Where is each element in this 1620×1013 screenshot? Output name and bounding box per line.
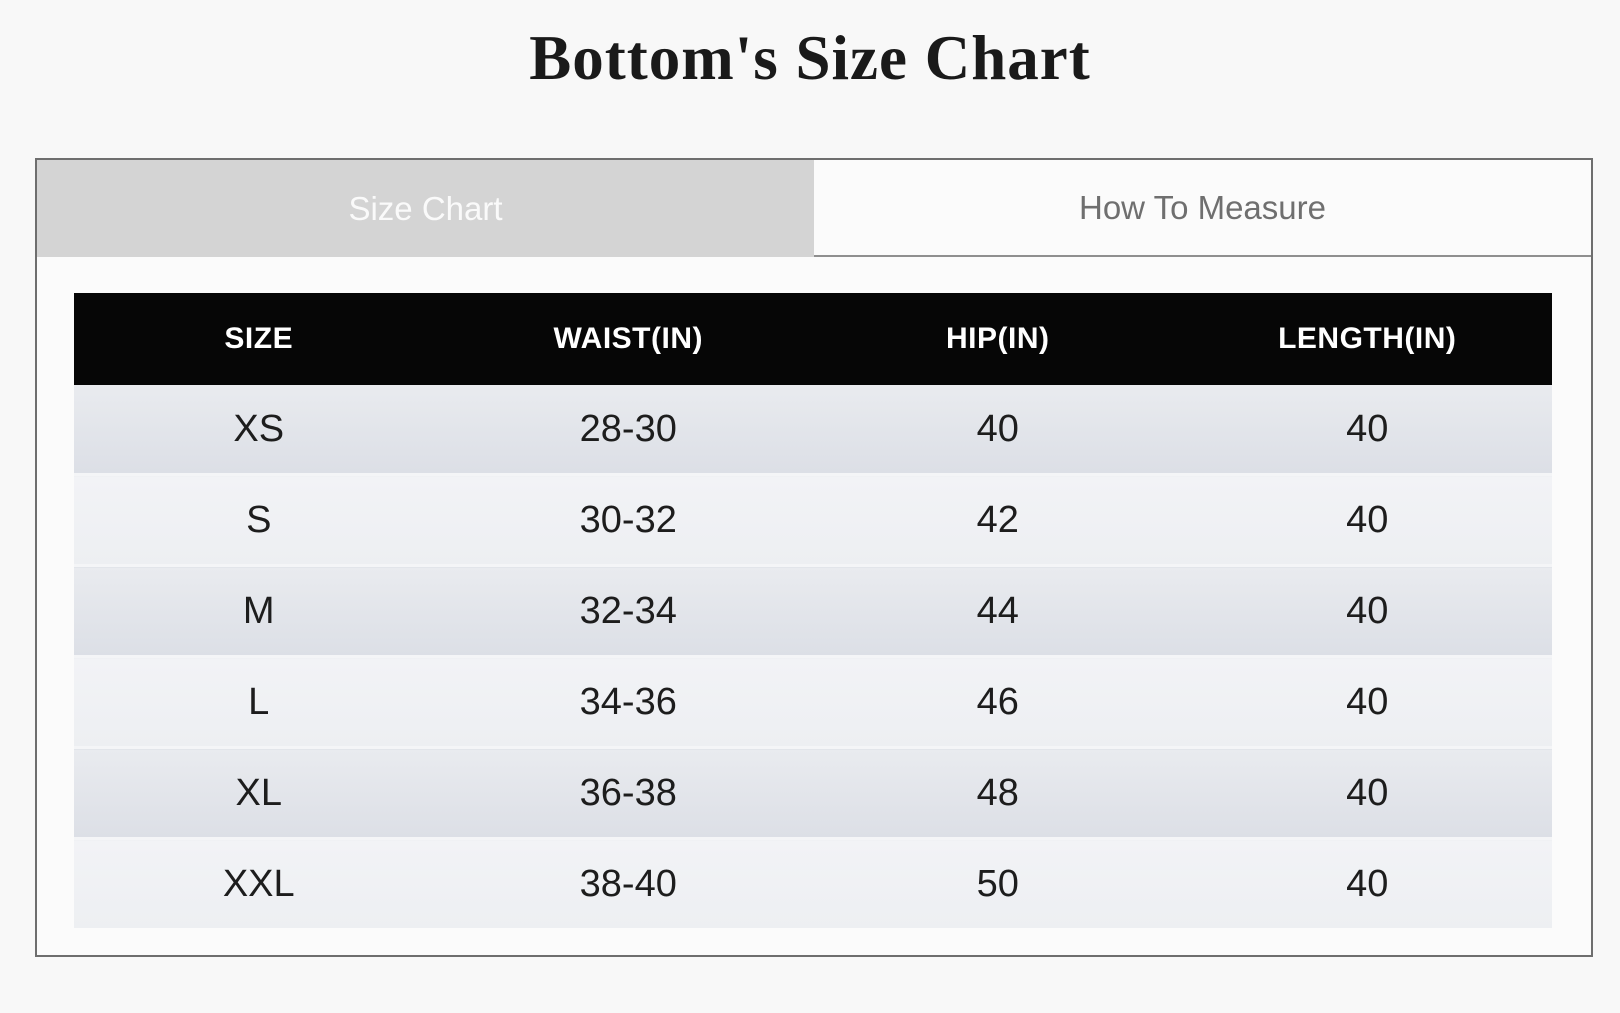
cell-size: M — [74, 564, 444, 657]
cell-waist: 28-30 — [443, 385, 813, 475]
cell-hip: 50 — [813, 837, 1183, 928]
cell-waist: 32-34 — [443, 564, 813, 657]
table-row: XS 28-30 40 40 — [74, 385, 1552, 475]
cell-waist: 38-40 — [443, 837, 813, 928]
tab-size-chart[interactable]: Size Chart — [37, 160, 814, 257]
table-row: XXL 38-40 50 40 — [74, 837, 1552, 928]
table-row: M 32-34 44 40 — [74, 564, 1552, 657]
page-title: Bottom's Size Chart — [529, 23, 1091, 93]
table-row: S 30-32 42 40 — [74, 473, 1552, 566]
cell-hip: 44 — [813, 564, 1183, 657]
cell-length: 40 — [1182, 655, 1552, 748]
cell-hip: 42 — [813, 473, 1183, 566]
column-header-size: SIZE — [74, 293, 444, 385]
cell-size: XS — [74, 385, 444, 475]
cell-size: XXL — [74, 837, 444, 928]
cell-length: 40 — [1182, 385, 1552, 475]
size-table: SIZE WAIST(IN) HIP(IN) LENGTH(IN) XS 28-… — [74, 293, 1552, 928]
cell-length: 40 — [1182, 746, 1552, 839]
table-header-row: SIZE WAIST(IN) HIP(IN) LENGTH(IN) — [74, 293, 1552, 385]
column-header-length: LENGTH(IN) — [1182, 293, 1552, 385]
cell-hip: 46 — [813, 655, 1183, 748]
cell-length: 40 — [1182, 473, 1552, 566]
cell-waist: 34-36 — [443, 655, 813, 748]
tab-bar: Size Chart How To Measure — [37, 160, 1591, 257]
cell-hip: 48 — [813, 746, 1183, 839]
cell-size: XL — [74, 746, 444, 839]
cell-waist: 36-38 — [443, 746, 813, 839]
column-header-hip: HIP(IN) — [813, 293, 1183, 385]
size-chart-card: Size Chart How To Measure SIZE WAIST(IN)… — [35, 158, 1593, 957]
table-row: XL 36-38 48 40 — [74, 746, 1552, 839]
cell-waist: 30-32 — [443, 473, 813, 566]
table-row: L 34-36 46 40 — [74, 655, 1552, 748]
column-header-waist: WAIST(IN) — [443, 293, 813, 385]
cell-length: 40 — [1182, 837, 1552, 928]
tab-how-to-measure[interactable]: How To Measure — [814, 160, 1591, 257]
size-table-container: SIZE WAIST(IN) HIP(IN) LENGTH(IN) XS 28-… — [74, 293, 1552, 928]
cell-length: 40 — [1182, 564, 1552, 657]
cell-size: L — [74, 655, 444, 748]
cell-size: S — [74, 473, 444, 566]
cell-hip: 40 — [813, 385, 1183, 475]
